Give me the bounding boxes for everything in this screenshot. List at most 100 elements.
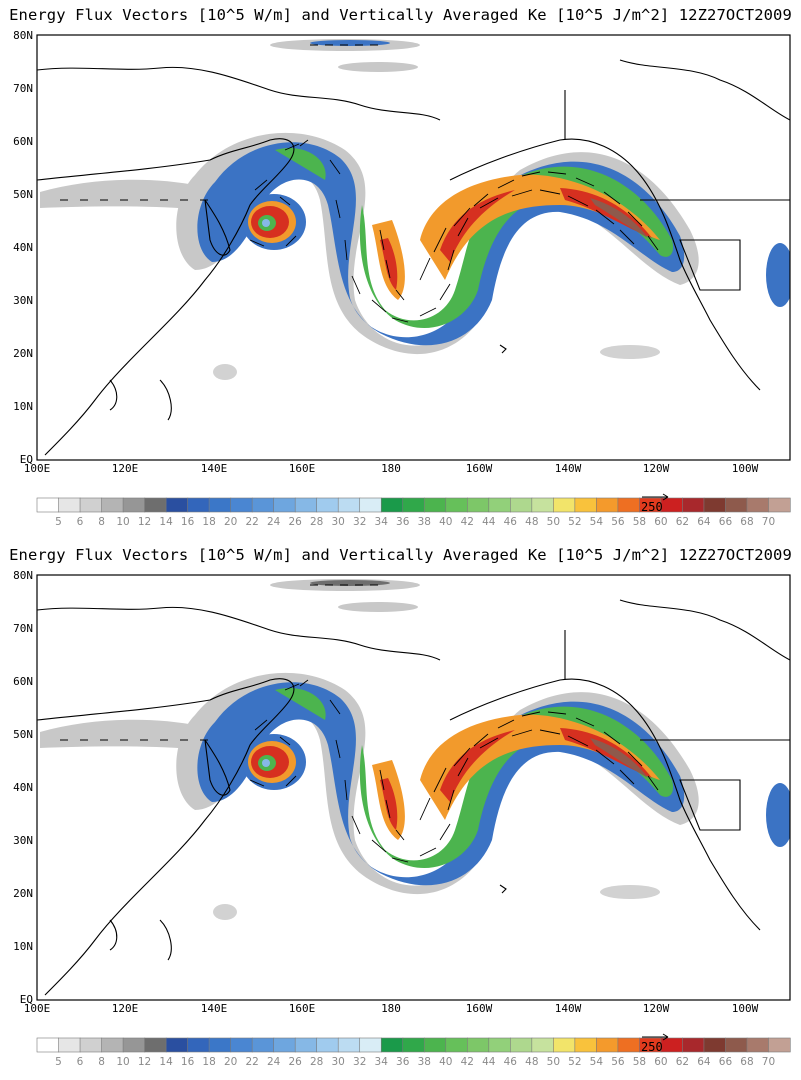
colorbar-swatch <box>165 1037 189 1053</box>
colorbar-label: 16 <box>181 516 195 528</box>
colorbar-swatch <box>208 1037 232 1053</box>
colorbar-label: 6 <box>77 516 84 528</box>
colorbar-swatch <box>596 1037 619 1053</box>
colorbar-label: 30 <box>332 516 345 528</box>
lon-label: 100W <box>732 462 759 475</box>
lat-label: 40N <box>13 781 33 794</box>
colorbar-swatch <box>58 497 81 513</box>
reference-vector-head <box>662 1033 669 1041</box>
colorbar-swatch <box>230 1037 253 1053</box>
map-figure: 80N 70N 60N 50N 40N 30N 20N 10N EQ 100E … <box>13 29 791 528</box>
colorbar-swatch <box>380 497 404 513</box>
ke-shading-west-pac <box>213 904 237 920</box>
colorbar-swatch <box>273 1037 296 1053</box>
colorbar: 5 6 8 10 12 14 16 18 20 22 24 26 28 30 32 34 36 38 40 42 44 4… <box>36 497 791 528</box>
ke-shading-red-2 <box>440 190 515 262</box>
lon-label: 120W <box>643 1002 670 1015</box>
colorbar-label: 22 <box>245 1056 258 1068</box>
colorbar-swatch <box>122 1037 146 1053</box>
colorbar-label: 42 <box>461 1056 474 1068</box>
lon-label: 160E <box>289 1002 316 1015</box>
colorbar-label: 10 <box>116 1056 129 1068</box>
lon-label: 160E <box>289 462 316 475</box>
lat-label: 10N <box>13 940 33 953</box>
lon-label: 180 <box>381 462 401 475</box>
lat-label: 70N <box>13 82 33 95</box>
lat-label: 10N <box>13 400 33 413</box>
ke-shading-green-north <box>275 688 326 720</box>
colorbar-label: 42 <box>461 516 474 528</box>
colorbar-label: 54 <box>590 516 604 528</box>
colorbar-swatch <box>768 497 791 513</box>
map-panel-bottom: Energy Flux Vectors [10^5 W/m] and Verti… <box>0 540 801 1080</box>
colorbar-label: 26 <box>288 1056 302 1068</box>
colorbar-label: 46 <box>504 1056 518 1068</box>
colorbar-label: 66 <box>719 1056 733 1068</box>
longitude-axis: 100E 120E 140E 160E 180 160W 140W 120W 1… <box>24 1002 759 1015</box>
colorbar-swatch <box>682 497 705 513</box>
colorbar-label: 44 <box>482 516 496 528</box>
colorbar-swatch <box>402 497 425 513</box>
colorbar-swatch <box>101 497 124 513</box>
colorbar-swatch <box>187 497 210 513</box>
ke-shading-arctic-dark <box>310 580 390 586</box>
colorbar-swatch <box>251 497 275 513</box>
lon-label: 160W <box>466 1002 493 1015</box>
colorbar-swatch <box>294 1037 318 1053</box>
colorbar-swatch <box>273 497 296 513</box>
colorbar-label: 68 <box>740 516 753 528</box>
plot-title: Energy Flux Vectors [10^5 W/m] and Verti… <box>9 6 792 24</box>
lat-label: EQ <box>20 453 33 466</box>
colorbar-label: 5 <box>55 516 62 528</box>
colorbar-label: 5 <box>55 1056 62 1068</box>
lat-label: 40N <box>13 241 33 254</box>
colorbar-label: 52 <box>568 516 581 528</box>
colorbar-label: 38 <box>418 516 431 528</box>
lon-label: 140E <box>201 462 228 475</box>
colorbar-swatch <box>488 497 511 513</box>
colorbar-label: 56 <box>611 1056 625 1068</box>
colorbar-label: 62 <box>676 1056 689 1068</box>
colorbar-label: 50 <box>547 516 560 528</box>
lon-label: 120W <box>643 462 670 475</box>
energy-flux-vectors <box>60 44 659 323</box>
colorbar-swatch <box>359 497 382 513</box>
colorbar-swatch <box>531 497 554 513</box>
colorbar-label: 48 <box>525 1056 538 1068</box>
colorbar-label: 46 <box>504 516 518 528</box>
colorbar-label: 70 <box>762 1056 775 1068</box>
colorbar-swatch <box>36 497 60 513</box>
colorbar-swatch <box>768 1037 791 1053</box>
colorbar-label: 58 <box>633 516 646 528</box>
colorbar-swatch <box>316 1037 339 1053</box>
colorbar-label: 52 <box>568 1056 581 1068</box>
colorbar-label: 14 <box>159 516 173 528</box>
colorbar-label: 34 <box>375 1056 389 1068</box>
lon-label: 100E <box>24 462 51 475</box>
latitude-axis: 80N 70N 60N 50N 40N 30N 20N 10N EQ <box>13 569 33 1006</box>
ke-shading-arctic-blue <box>310 40 390 46</box>
colorbar-swatch <box>359 1037 382 1053</box>
colorbar-swatch <box>380 1037 404 1053</box>
colorbar-swatch <box>682 1037 705 1053</box>
colorbar-label: 20 <box>224 1056 237 1068</box>
colorbar-label: 8 <box>98 1056 105 1068</box>
ke-shading-arctic-2 <box>338 602 418 612</box>
plot-title: Energy Flux Vectors [10^5 W/m] and Verti… <box>9 546 792 564</box>
colorbar-label: 60 <box>654 1056 667 1068</box>
colorbar-label: 6 <box>77 1056 84 1068</box>
reference-vector-label: 250 <box>641 1040 663 1054</box>
ke-shading-red-1 <box>380 238 398 290</box>
colorbar-label: 22 <box>245 516 258 528</box>
lat-label: 80N <box>13 29 33 42</box>
colorbar-swatch <box>294 497 318 513</box>
colorbar-label: 44 <box>482 1056 496 1068</box>
ke-shading-arctic-2 <box>338 62 418 72</box>
colorbar-swatch <box>423 1037 447 1053</box>
colorbar-label: 28 <box>310 516 323 528</box>
colorbar-label: 32 <box>353 1056 366 1068</box>
lon-label: 100W <box>732 1002 759 1015</box>
map-frame <box>36 574 791 1001</box>
colorbar-swatch <box>510 497 533 513</box>
ke-shading-west-pac <box>213 364 237 380</box>
